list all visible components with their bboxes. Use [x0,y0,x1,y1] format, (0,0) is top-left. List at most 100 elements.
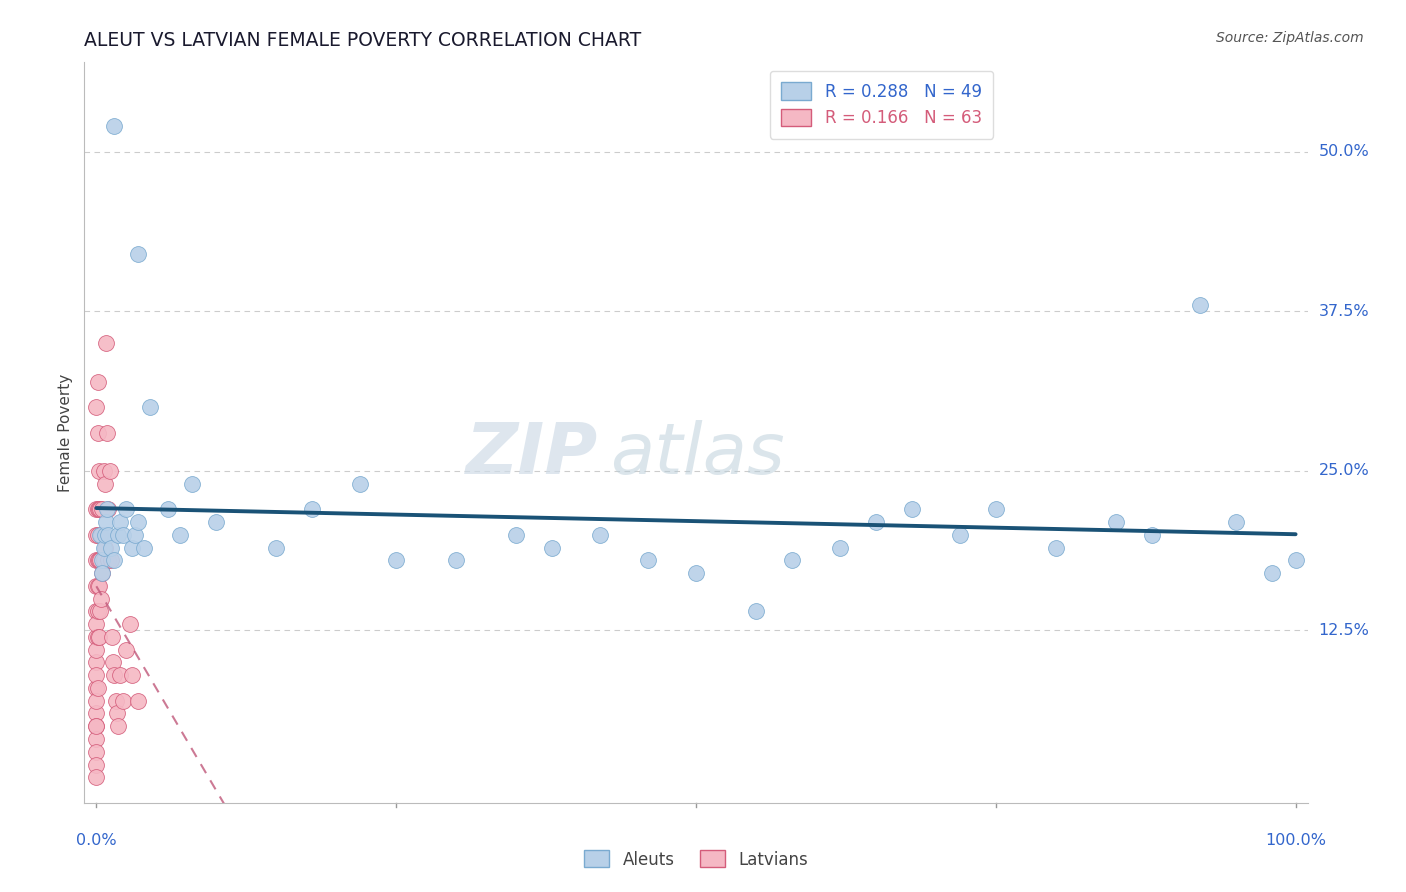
Text: 12.5%: 12.5% [1319,623,1369,638]
Point [828,541,851,555]
Point [301,502,323,516]
Point [901,502,924,516]
Y-axis label: Female Poverty: Female Poverty [58,374,73,491]
Text: atlas: atlas [610,420,785,490]
Point [91,502,114,516]
Point [127,694,149,708]
Point [86,553,108,567]
Point [93,476,117,491]
Point [86,706,108,721]
Point [105,706,128,721]
Point [89,527,111,541]
Point [86,502,108,516]
Point [949,527,972,541]
Point [169,527,191,541]
Point [115,642,138,657]
Point [86,656,108,670]
Point [115,502,138,516]
Point [139,400,162,414]
Text: 50.0%: 50.0% [1319,145,1369,160]
Point [97,527,120,541]
Point [87,579,110,593]
Point [111,694,134,708]
Point [124,527,146,541]
Point [86,630,108,644]
Point [87,630,110,644]
Point [685,566,707,580]
Point [96,425,118,440]
Legend: Aleuts, Latvians: Aleuts, Latvians [585,850,807,869]
Point [100,553,122,567]
Point [86,375,108,389]
Point [86,757,108,772]
Point [93,527,117,541]
Point [86,425,108,440]
Text: 25.0%: 25.0% [1319,464,1369,478]
Point [90,591,112,606]
Point [127,515,149,529]
Point [86,527,108,541]
Point [86,553,108,567]
Point [637,553,659,567]
Point [349,476,371,491]
Text: ALEUT VS LATVIAN FEMALE POVERTY CORRELATION CHART: ALEUT VS LATVIAN FEMALE POVERTY CORRELAT… [84,30,641,50]
Point [86,719,108,733]
Point [89,604,111,618]
Point [1260,566,1282,580]
Point [110,668,132,682]
Point [97,553,120,567]
Point [94,336,117,351]
Point [118,617,141,632]
Point [589,527,612,541]
Point [91,553,114,567]
Point [86,681,108,695]
Text: 0.0%: 0.0% [76,833,117,848]
Point [121,541,143,555]
Point [1188,298,1211,312]
Point [93,553,115,567]
Point [157,502,180,516]
Point [98,464,121,478]
Point [87,502,110,516]
Point [103,120,125,134]
Point [505,527,527,541]
Point [865,515,887,529]
Point [86,579,108,593]
Point [1284,553,1306,567]
Point [101,656,124,670]
Point [264,541,287,555]
Point [86,630,108,644]
Point [745,604,768,618]
Point [134,541,156,555]
Point [111,527,134,541]
Point [1105,515,1128,529]
Point [86,770,108,784]
Point [984,502,1007,516]
Point [87,464,110,478]
Point [93,541,117,555]
Point [86,604,108,618]
Point [107,719,129,733]
Point [107,527,129,541]
Point [205,515,228,529]
Point [110,515,132,529]
Point [127,247,149,261]
Point [86,400,108,414]
Point [1225,515,1247,529]
Point [86,617,108,632]
Point [1045,541,1067,555]
Text: 100.0%: 100.0% [1265,833,1326,848]
Point [385,553,408,567]
Point [86,731,108,746]
Point [121,668,143,682]
Point [91,566,114,580]
Text: 37.5%: 37.5% [1319,304,1369,318]
Point [104,694,127,708]
Point [103,668,125,682]
Text: ZIP: ZIP [465,420,598,490]
Point [89,502,111,516]
Point [86,668,108,682]
Point [86,604,108,618]
Point [89,553,111,567]
Point [97,502,120,516]
